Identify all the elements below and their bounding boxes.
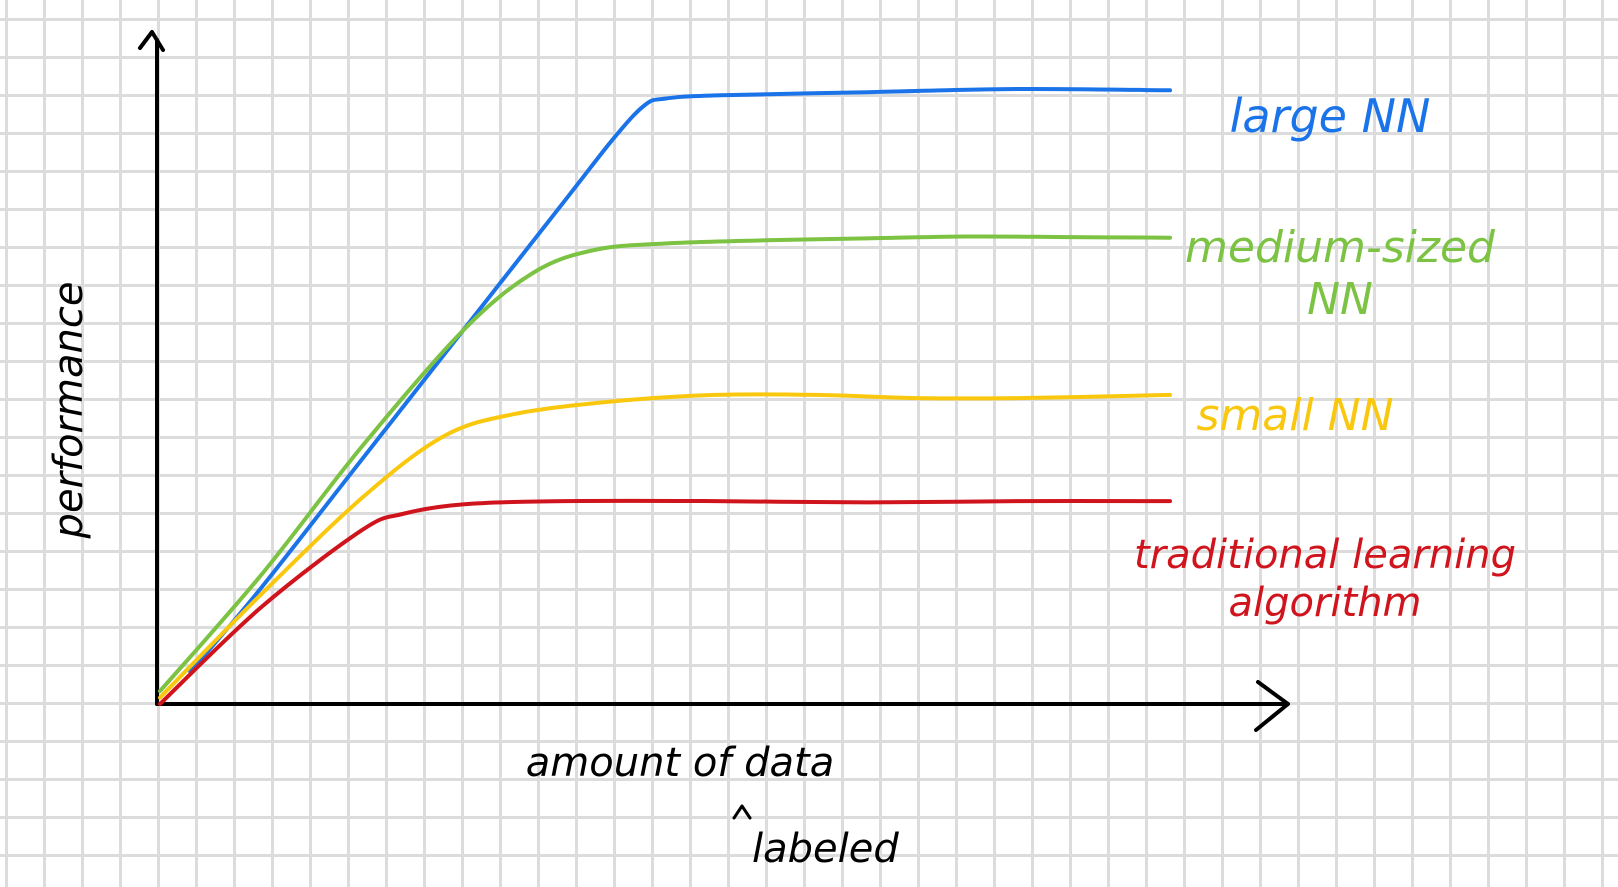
x-axis-label: amount of data [526, 740, 834, 786]
y-axis-label: performance [46, 282, 92, 540]
axes [138, 30, 1290, 732]
y-axis-arrowhead [138, 30, 165, 52]
series-label-large-nn-line-1: large NN [1230, 89, 1431, 143]
series-line-large-nn [188, 86, 1172, 674]
caret-mark [732, 804, 752, 820]
x-axis-arrowhead [1254, 680, 1290, 732]
series-line-small-nn [158, 392, 1172, 700]
series-line-traditional-algorithm [158, 498, 1172, 706]
series-layer [158, 86, 1172, 706]
series-label-small-nn-line-1: small NN [1196, 390, 1393, 441]
series-line-medium-nn [158, 234, 1172, 694]
series-label-medium-nn-line-1: medium-sized [1185, 222, 1496, 273]
series-label-traditional-algorithm-line-2: algorithm [1228, 580, 1421, 626]
series-label-traditional-algorithm-line-1: traditional learning [1134, 532, 1516, 578]
x-axis-label-note: labeled [752, 826, 899, 872]
series-label-medium-nn-line-2: NN [1307, 274, 1373, 325]
